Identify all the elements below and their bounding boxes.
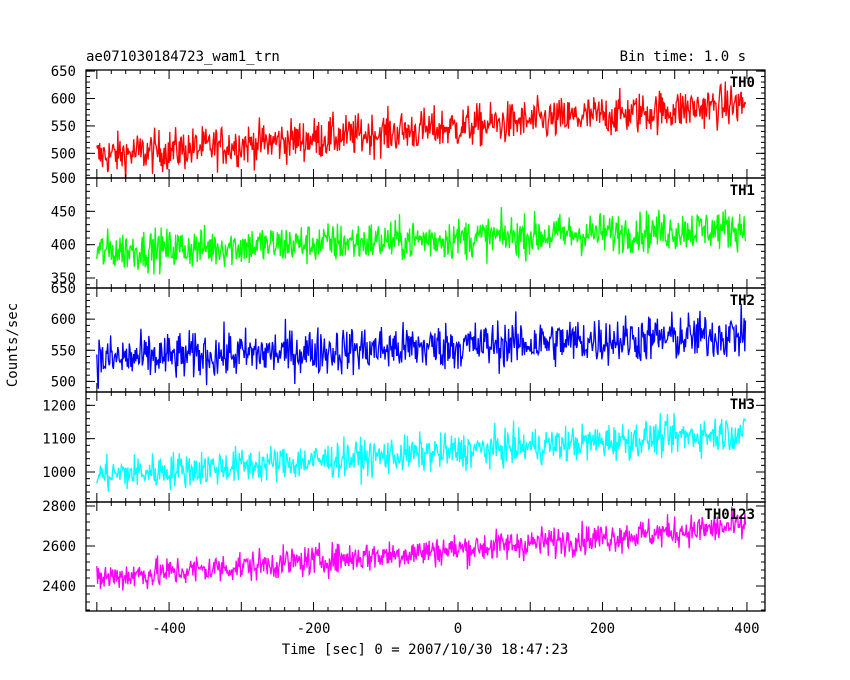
y-tick-label: 400 [51,238,76,254]
panel-label-th1: TH1 [730,183,755,199]
y-tick-label: 600 [51,92,76,108]
x-tick-label: -400 [152,621,186,637]
y-tick-label: 1100 [42,432,76,448]
y-tick-label: 500 [51,171,76,187]
series-line-th0123 [96,506,747,591]
y-tick-label: 1200 [42,398,76,414]
x-tick-label: 200 [590,621,615,637]
y-tick-label: 500 [51,374,76,390]
panel-th0123: 2400 2600 2800 TH0123 [42,499,766,612]
x-axis-label: Time [sec] 0 = 2007/10/30 18:47:23 [282,642,569,658]
series-line-th2 [96,303,747,389]
panel-label-th2: TH2 [730,293,755,309]
panels-group: 500 550 600 650 TH0 350 400 450 500 TH1 500 550 600 6… [42,64,766,637]
panel-th2: 500 550 600 650 TH2 [51,281,766,393]
y-tick-label: 350 [51,271,76,287]
panel-th1: 350 400 450 500 TH1 [51,171,766,289]
panel-label-th0: TH0 [730,75,755,91]
series-line-th0 [96,81,747,178]
y-tick-label: 2800 [42,499,76,515]
panel-frame [85,501,766,612]
y-axis-label: Counts/sec [5,303,21,387]
y-tick-label: 550 [51,119,76,135]
x-tick-label: 0 [454,621,462,637]
series-line-th1 [96,207,747,275]
y-tick-label: 450 [51,204,76,220]
y-tick-label: 1000 [42,465,76,481]
x-tick-label: -200 [297,621,331,637]
series-line-th3 [96,412,747,492]
panel-label-th3: TH3 [730,397,755,413]
bin-time-label: Bin time: 1.0 s [620,49,746,65]
chart-title: ae071030184723_wam1_trn [86,49,280,65]
panel-label-th0123: TH0123 [704,507,755,523]
y-tick-label: 2600 [42,539,76,555]
y-tick-label: 650 [51,64,76,80]
panel-th0: 500 550 600 650 TH0 [51,64,766,179]
y-tick-label: 600 [51,312,76,328]
x-tick-label: 400 [734,621,759,637]
panel-th3: 1000 1100 1200 TH3 [42,391,766,503]
y-tick-label: 550 [51,343,76,359]
y-tick-label: 2400 [42,579,76,595]
y-tick-label: 650 [51,281,76,297]
y-tick-label: 500 [51,146,76,162]
